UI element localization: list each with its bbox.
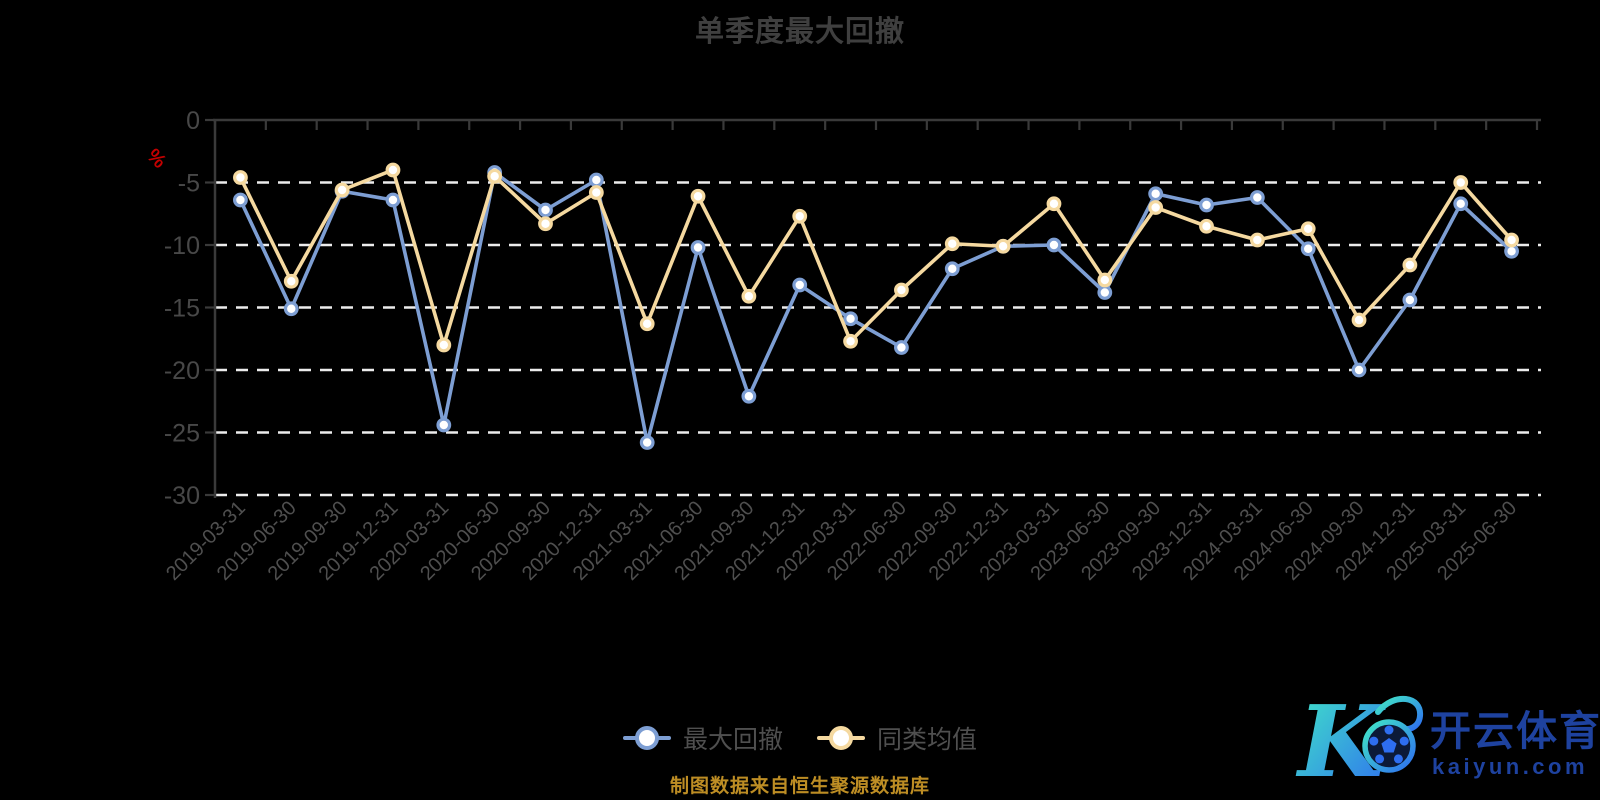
series-category-average — [233, 162, 1519, 353]
data-point — [1199, 197, 1214, 213]
data-point — [894, 340, 909, 355]
data-point — [1249, 190, 1265, 205]
y-gridlines — [215, 181, 1541, 497]
soccer-ball-icon — [1362, 719, 1416, 773]
data-point — [1402, 257, 1418, 273]
legend-line-circle-marker — [622, 726, 671, 750]
kaiyun-watermark[interactable]: K 开云体育 kaiyun.com — [1292, 688, 1600, 792]
data-point — [639, 435, 655, 450]
legend-item-category-average[interactable]: 同类均值 — [817, 720, 977, 756]
svg-text:0: 0 — [186, 107, 200, 135]
data-point — [944, 261, 960, 277]
svg-text:-20: -20 — [164, 357, 200, 385]
brand-domain: kaiyun.com — [1432, 754, 1588, 779]
legend: 最大回撤 同类均值 — [0, 720, 1600, 756]
data-point — [894, 282, 909, 298]
data-source-note: 制图数据来自恒生聚源数据库 — [669, 776, 930, 797]
data-point — [538, 202, 553, 218]
kaiyun-logo-icon: K — [1295, 688, 1423, 792]
data-point — [588, 185, 604, 200]
data-point — [1351, 312, 1367, 328]
svg-text:-5: -5 — [178, 170, 200, 198]
data-point — [1249, 232, 1265, 248]
data-point — [1046, 196, 1062, 212]
data-point — [283, 273, 299, 289]
data-point — [385, 192, 401, 208]
data-point — [1453, 175, 1469, 190]
svg-text:-15: -15 — [164, 295, 200, 323]
data-point — [1199, 218, 1214, 234]
data-point — [1046, 237, 1062, 253]
data-point — [843, 333, 858, 349]
data-point — [741, 288, 757, 304]
svg-text:-10: -10 — [164, 232, 200, 260]
data-point — [995, 238, 1011, 254]
data-point — [588, 172, 604, 188]
data-point — [1453, 196, 1469, 212]
y-axis-unit-label: % — [142, 145, 170, 173]
data-point — [639, 316, 655, 332]
data-point — [741, 388, 757, 404]
data-point — [843, 311, 858, 327]
data-point — [436, 337, 452, 353]
axes — [205, 118, 1541, 498]
data-point — [1097, 285, 1113, 300]
svg-text:-30: -30 — [164, 482, 200, 510]
data-point — [334, 182, 350, 198]
y-axis-labels: 0 -5 -10 -15 -20 -25 -30 — [164, 107, 200, 510]
data-point — [283, 301, 299, 317]
data-point — [436, 417, 452, 433]
legend-label: 最大回撤 — [682, 726, 783, 754]
data-point — [1351, 362, 1367, 378]
data-point — [690, 188, 706, 204]
data-point — [1402, 292, 1418, 308]
data-point — [233, 170, 248, 185]
data-point — [385, 162, 401, 178]
data-point — [690, 240, 706, 255]
data-point — [233, 192, 248, 208]
legend-line-circle-marker — [817, 726, 865, 750]
data-point — [1300, 241, 1316, 257]
x-axis-labels: 2019-03-312019-06-302019-09-302019-12-31… — [162, 497, 1521, 585]
data-point — [792, 277, 808, 293]
data-point — [792, 208, 808, 224]
data-point — [1148, 200, 1164, 215]
legend-item-max-drawdown[interactable]: 最大回撤 — [622, 720, 783, 756]
data-point — [1300, 221, 1316, 237]
svg-text:-25: -25 — [164, 420, 200, 448]
legend-label: 同类均值 — [877, 726, 978, 754]
chart-title: 单季度最大回撤 — [694, 16, 905, 48]
line-chart-plot-area: 0 -5 -10 -15 -20 -25 -30% 2019-03-312019-06-302… — [142, 107, 1541, 585]
data-point — [1148, 186, 1164, 202]
brand-name: 开云体育 — [1430, 708, 1600, 754]
data-point — [538, 216, 553, 232]
data-point — [1097, 272, 1113, 288]
data-point — [1504, 232, 1519, 248]
data-point — [944, 236, 960, 252]
data-point — [487, 168, 503, 184]
